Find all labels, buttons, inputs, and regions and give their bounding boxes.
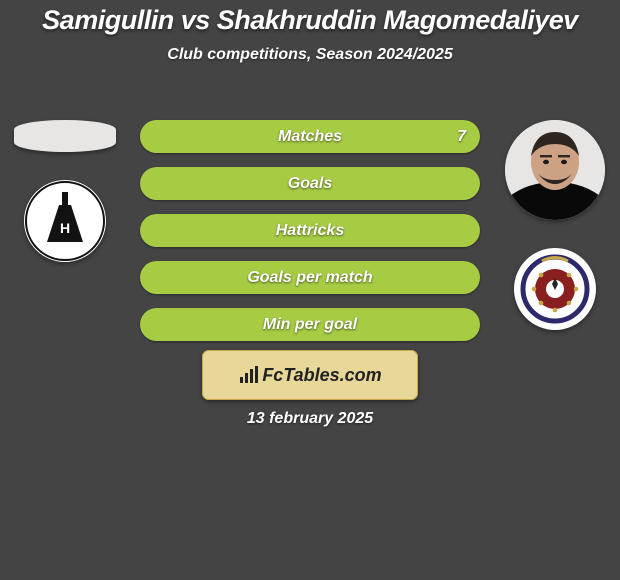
bar-left-fill bbox=[140, 167, 310, 200]
bar-left-fill bbox=[140, 308, 310, 341]
left-column: H bbox=[10, 120, 120, 262]
stat-bars: Matches7 Goals Hattricks Goals per match Min… bbox=[140, 120, 480, 341]
player2-club-badge bbox=[514, 248, 596, 330]
bar-right-fill bbox=[310, 167, 480, 200]
bar-track bbox=[140, 167, 480, 200]
stat-bar: Hattricks bbox=[140, 214, 480, 247]
bar-right-fill bbox=[310, 308, 480, 341]
stat-bar: Goals per match bbox=[140, 261, 480, 294]
bars-icon bbox=[238, 364, 260, 386]
source-badge-text: FcTables.com bbox=[262, 365, 381, 386]
right-column bbox=[500, 120, 610, 330]
player1-club-badge: H bbox=[24, 180, 106, 262]
page-title: Samigullin vs Shakhruddin Magomedaliyev bbox=[0, 0, 620, 36]
bar-track bbox=[140, 261, 480, 294]
bar-right-fill bbox=[310, 214, 480, 247]
club1-icon: H bbox=[24, 180, 106, 262]
bar-track bbox=[140, 308, 480, 341]
bar-right-fill bbox=[143, 120, 480, 153]
player2-face-icon bbox=[505, 120, 605, 220]
bar-right-fill bbox=[310, 261, 480, 294]
club2-icon bbox=[514, 248, 596, 330]
footer-date: 13 february 2025 bbox=[247, 410, 373, 428]
bar-track bbox=[140, 214, 480, 247]
stat-bar: Goals bbox=[140, 167, 480, 200]
bar-left-fill bbox=[140, 214, 310, 247]
bar-track bbox=[140, 120, 480, 153]
stat-bar: Min per goal bbox=[140, 308, 480, 341]
svg-text:H: H bbox=[60, 220, 70, 236]
subtitle: Club competitions, Season 2024/2025 bbox=[0, 46, 620, 64]
player1-avatar bbox=[14, 120, 116, 152]
bar-right-value: 7 bbox=[457, 128, 466, 146]
silhouette-icon bbox=[15, 121, 115, 151]
stat-bar: Matches7 bbox=[140, 120, 480, 153]
bar-left-fill bbox=[140, 261, 310, 294]
source-badge: FcTables.com bbox=[202, 350, 418, 400]
player2-avatar bbox=[505, 120, 605, 220]
